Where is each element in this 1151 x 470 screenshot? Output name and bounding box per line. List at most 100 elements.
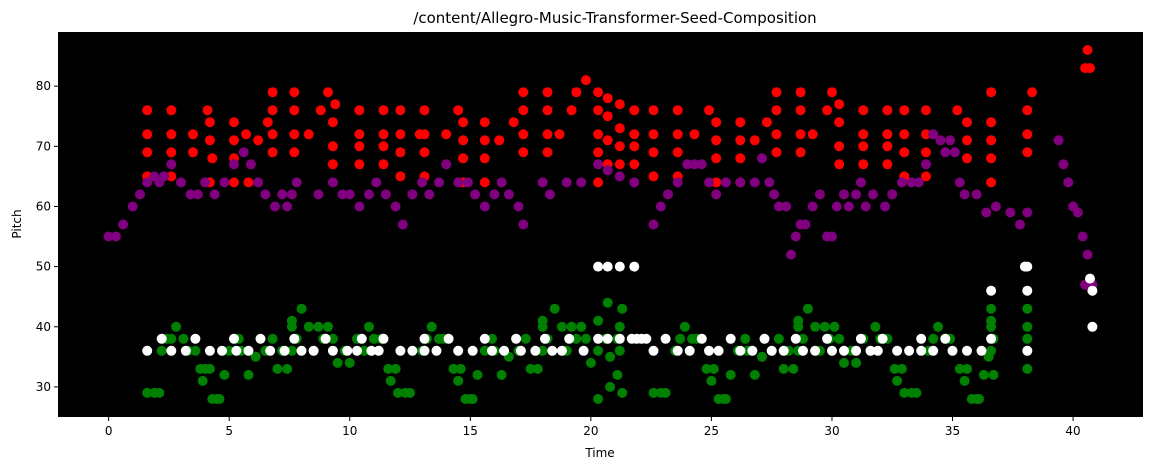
data-point: [219, 369, 230, 380]
x-tick-label: 35: [945, 424, 960, 438]
data-point: [858, 129, 869, 140]
data-point: [135, 189, 145, 200]
data-point: [378, 333, 389, 344]
data-point: [419, 129, 430, 140]
data-point: [272, 363, 283, 374]
data-point: [455, 363, 466, 374]
data-point: [1063, 177, 1074, 188]
data-point: [371, 177, 382, 188]
data-point: [479, 333, 490, 344]
data-point: [395, 105, 406, 116]
data-point: [771, 105, 782, 116]
data-point: [807, 129, 818, 140]
data-point: [296, 345, 307, 356]
data-point: [962, 135, 972, 146]
data-point: [978, 369, 989, 380]
data-point: [641, 333, 652, 344]
data-point: [612, 369, 623, 380]
data-point: [458, 135, 469, 146]
data-point: [289, 87, 300, 98]
data-point: [949, 147, 960, 158]
data-point: [462, 177, 473, 188]
data-point: [629, 141, 640, 152]
data-point: [1072, 207, 1083, 218]
data-point: [571, 87, 582, 98]
data-point: [711, 153, 722, 164]
data-point: [209, 189, 220, 200]
data-point: [197, 375, 208, 386]
data-point: [614, 159, 625, 170]
y-tick-label: 30: [36, 380, 51, 394]
data-point: [204, 345, 215, 356]
data-point: [720, 394, 731, 404]
data-point: [648, 345, 659, 356]
data-point: [713, 345, 724, 356]
data-point: [515, 345, 526, 356]
data-point: [747, 345, 758, 356]
data-point: [185, 189, 196, 200]
data-point: [735, 177, 746, 188]
data-point: [839, 189, 849, 200]
data-point: [795, 129, 806, 140]
data-point: [542, 87, 553, 98]
data-point: [735, 153, 746, 164]
data-point: [542, 129, 553, 140]
x-tick-label: 15: [463, 424, 478, 438]
data-point: [986, 315, 997, 326]
data-point: [544, 189, 555, 200]
data-point: [581, 333, 591, 344]
data-point: [795, 105, 806, 116]
data-point: [986, 135, 997, 146]
data-point: [190, 333, 201, 344]
data-point: [313, 189, 324, 200]
data-point: [935, 135, 946, 146]
data-point: [503, 189, 514, 200]
data-point: [1058, 159, 1069, 170]
data-point: [393, 387, 403, 398]
data-point: [219, 177, 230, 188]
data-point: [672, 147, 683, 158]
data-point: [166, 159, 177, 170]
data-point: [479, 201, 490, 212]
data-point: [892, 375, 903, 386]
data-point: [542, 105, 553, 116]
data-point: [267, 333, 278, 344]
data-point: [757, 153, 767, 164]
data-point: [711, 117, 722, 128]
data-point: [986, 153, 997, 164]
data-point: [296, 303, 307, 314]
data-point: [602, 333, 613, 344]
data-point: [1022, 321, 1033, 332]
data-point: [270, 201, 280, 212]
data-points: [103, 45, 1098, 404]
data-point: [986, 303, 997, 314]
data-point: [289, 129, 300, 140]
data-point: [904, 345, 915, 356]
data-point: [453, 345, 464, 356]
data-point: [419, 333, 430, 344]
data-point: [706, 375, 717, 386]
data-point: [156, 345, 167, 356]
data-point: [660, 333, 671, 344]
data-point: [494, 135, 505, 146]
y-tick-label: 60: [36, 199, 51, 213]
data-point: [1087, 321, 1098, 332]
data-point: [855, 177, 866, 188]
data-point: [479, 177, 490, 188]
data-point: [614, 99, 625, 110]
data-point: [771, 147, 782, 158]
data-point: [142, 387, 153, 398]
data-point: [166, 345, 177, 356]
data-point: [441, 159, 452, 170]
data-point: [344, 357, 355, 368]
data-point: [286, 189, 297, 200]
data-point: [407, 345, 418, 356]
data-point: [279, 345, 290, 356]
data-point: [725, 333, 736, 344]
data-point: [778, 345, 789, 356]
data-point: [593, 177, 604, 188]
data-point: [303, 129, 314, 140]
data-point: [142, 345, 153, 356]
data-point: [255, 333, 266, 344]
data-point: [773, 333, 784, 344]
